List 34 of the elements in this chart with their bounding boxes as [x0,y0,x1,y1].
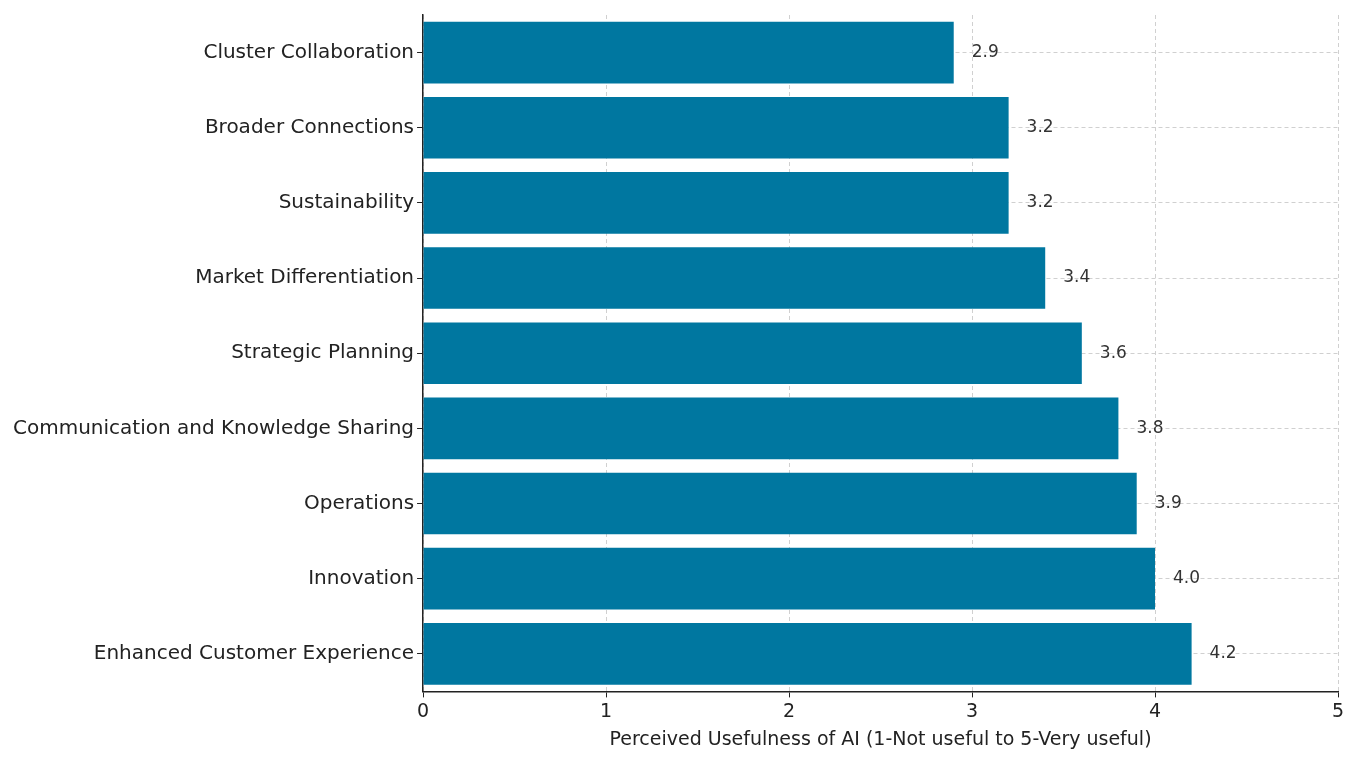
y-tick-label: Market Differentiation [195,264,415,289]
bar [423,472,1137,535]
y-tick-label: Communication and Knowledge Sharing [12,414,415,439]
data-label: 3.6 [1099,341,1127,362]
bar [423,247,1046,309]
y-tick-label: Operations [304,489,415,514]
y-tick-label: Enhanced Customer Experience [93,640,415,665]
y-tick-label: Cluster Collaboration [203,38,415,63]
bar [423,96,1009,159]
x-tick-label: 4 [1148,698,1162,721]
data-label: 3.2 [1026,116,1054,137]
y-tick-label: Broader Connections [204,113,415,138]
x-tick-label: 3 [965,698,979,721]
x-tick-label: 2 [782,698,796,721]
data-label: 4.2 [1209,642,1237,663]
data-label: 2.9 [971,41,999,61]
y-tick-label: Innovation [308,564,415,589]
bar [423,21,954,84]
data-label: 3.8 [1136,416,1164,437]
x-axis-title: Perceived Usefulness of AI (1-Not useful to 5-Very useful) [609,726,1152,749]
bar [423,397,1119,460]
x-tick-label: 1 [600,698,613,721]
bar [423,547,1156,610]
y-tick-label: Strategic Planning [231,339,415,364]
data-label: 4.0 [1173,567,1201,588]
data-label: 3.9 [1154,491,1182,512]
bar [423,172,1009,234]
bar [423,623,1192,685]
x-tick-label: 5 [1331,698,1345,721]
data-label: 3.2 [1026,191,1054,212]
data-label: 3.4 [1063,266,1091,287]
y-tick-label: Sustainability [278,189,415,214]
bar [423,322,1082,385]
x-tick-label: 0 [417,698,430,721]
